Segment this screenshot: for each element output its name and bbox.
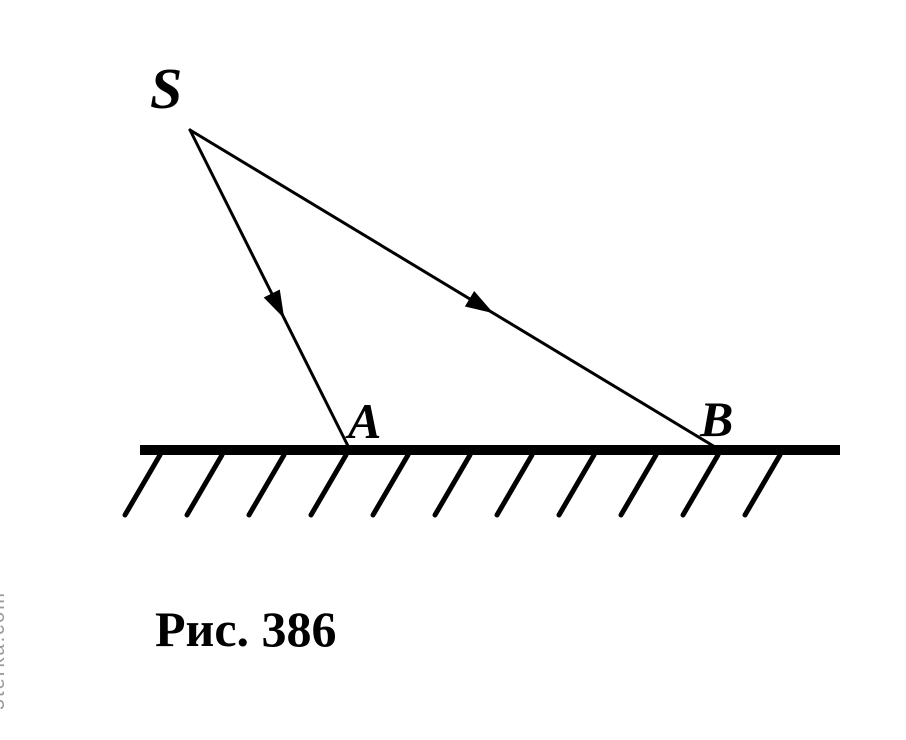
figure-caption: Рис. 386 [155, 600, 337, 658]
diagram-container: S A B Рис. 386 5terka.com [0, 0, 906, 740]
diagram-svg [0, 0, 906, 740]
label-a: A [348, 392, 381, 450]
watermark: 5terka.com [0, 591, 10, 710]
label-s: S [150, 55, 182, 122]
label-b: B [700, 390, 733, 448]
